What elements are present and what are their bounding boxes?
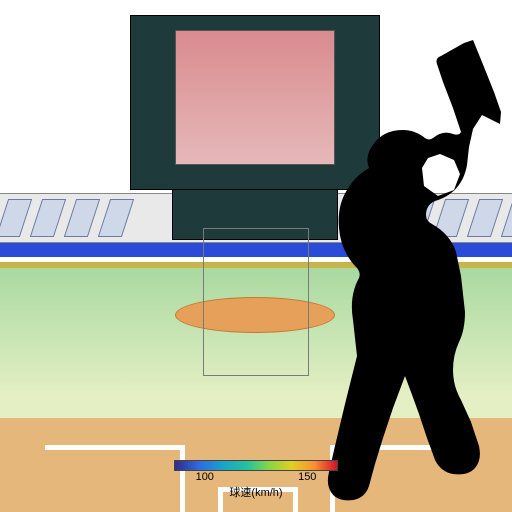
speed-axis-label: 球速(km/h)	[174, 484, 338, 500]
speed-tick-labels: 100 150	[174, 471, 338, 485]
strike-zone-box	[203, 228, 309, 376]
speed-tick: 100	[196, 471, 214, 483]
speed-gradient-bar	[174, 460, 338, 471]
pitch-speed-legend: 100 150 球速(km/h)	[174, 460, 338, 500]
chalk-line	[45, 445, 185, 450]
speed-tick: 150	[298, 471, 316, 483]
batter-silhouette	[310, 40, 512, 510]
pitch-location-diagram: 100 150 球速(km/h)	[0, 0, 512, 512]
